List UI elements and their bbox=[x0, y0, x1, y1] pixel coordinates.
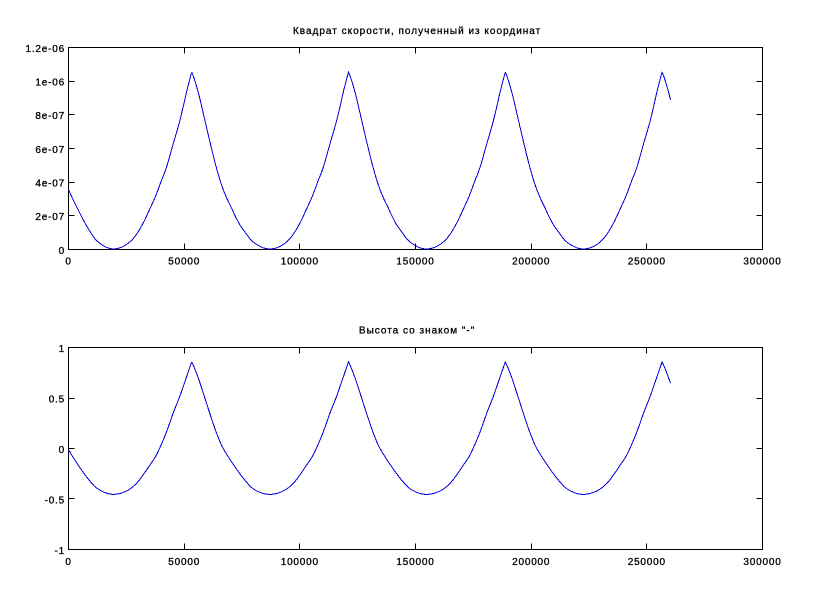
svg-text:250000: 250000 bbox=[628, 257, 666, 268]
svg-text:50000: 50000 bbox=[168, 557, 200, 568]
svg-text:0: 0 bbox=[59, 445, 65, 456]
svg-text:1e-06: 1e-06 bbox=[35, 78, 65, 89]
svg-text:2e-07: 2e-07 bbox=[35, 212, 65, 223]
svg-text:Высота со знаком "-": Высота со знаком "-" bbox=[359, 326, 475, 337]
svg-text:200000: 200000 bbox=[512, 257, 550, 268]
svg-text:150000: 150000 bbox=[396, 557, 434, 568]
svg-text:1: 1 bbox=[59, 344, 65, 355]
svg-text:0: 0 bbox=[59, 246, 65, 257]
svg-text:-1: -1 bbox=[55, 546, 66, 557]
svg-text:1.2e-06: 1.2e-06 bbox=[25, 44, 65, 55]
svg-text:250000: 250000 bbox=[628, 557, 666, 568]
svg-text:200000: 200000 bbox=[512, 557, 550, 568]
svg-text:300000: 300000 bbox=[743, 257, 781, 268]
svg-text:6e-07: 6e-07 bbox=[35, 145, 65, 156]
svg-text:50000: 50000 bbox=[168, 257, 200, 268]
svg-text:4e-07: 4e-07 bbox=[35, 179, 65, 190]
svg-text:Квадрат скорости, полученный и: Квадрат скорости, полученный из координа… bbox=[293, 26, 541, 37]
svg-text:0: 0 bbox=[65, 557, 71, 568]
svg-text:100000: 100000 bbox=[281, 257, 319, 268]
svg-text:150000: 150000 bbox=[396, 257, 434, 268]
svg-text:300000: 300000 bbox=[743, 557, 781, 568]
svg-text:0.5: 0.5 bbox=[49, 394, 65, 405]
svg-text:-0.5: -0.5 bbox=[45, 495, 65, 506]
svg-text:100000: 100000 bbox=[281, 557, 319, 568]
svg-text:0: 0 bbox=[65, 257, 71, 268]
svg-text:8e-07: 8e-07 bbox=[35, 111, 65, 122]
